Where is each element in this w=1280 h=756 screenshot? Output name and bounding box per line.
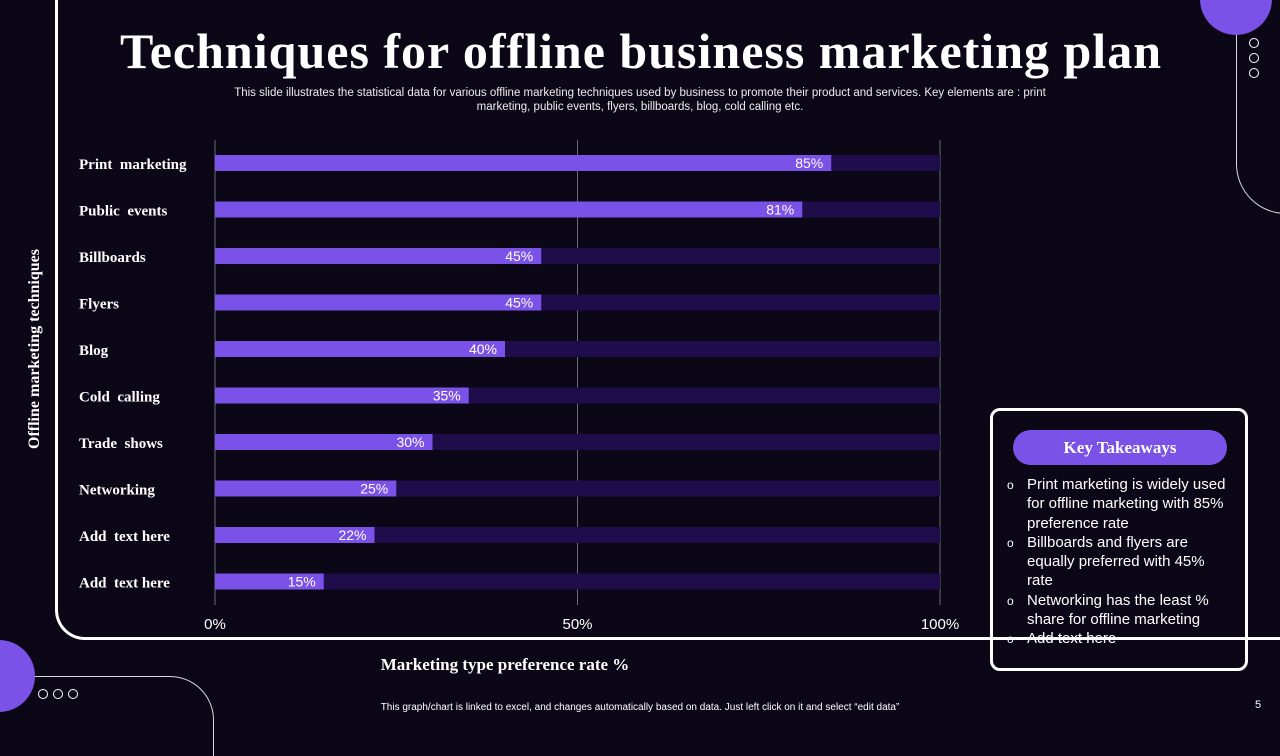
bullet-circle-icon: o (1007, 632, 1014, 647)
y-axis-label: Offline marketing techniques (26, 249, 43, 449)
category-label: Billboards (79, 250, 146, 266)
decorative-dots-horizontal (38, 689, 78, 701)
bar-data-label: 22% (338, 527, 366, 543)
category-label: Trade shows (79, 436, 163, 452)
takeaway-text: Print marketing is widely used for offli… (1027, 476, 1226, 532)
decorative-dots-vertical (1249, 38, 1261, 83)
takeaway-item: o Add text here (1007, 629, 1227, 648)
x-tick-label: 50% (562, 616, 592, 633)
bar (215, 434, 433, 450)
x-tick-label: 100% (921, 616, 959, 633)
category-label: Public events (79, 204, 167, 220)
bar-data-label: 45% (505, 248, 533, 264)
slide-frame-main (55, 0, 1280, 640)
bar-data-label: 85% (795, 155, 823, 171)
bar-chart[interactable]: 85% Print marketing 81% Public events 45% Bil… (0, 0, 1280, 720)
takeaway-item: o Billboards and flyers are equally prefe… (1007, 533, 1227, 591)
slide-subtitle: This slide illustrates the statistical d… (234, 87, 1046, 113)
bullet-circle-icon: o (1007, 593, 1014, 608)
bar (215, 573, 324, 590)
bar-data-label: 45% (505, 295, 533, 311)
bar-data-label: 25% (360, 481, 388, 497)
bar-track (215, 527, 940, 543)
footer-note: This graph/chart is linked to excel, and… (380, 702, 900, 713)
page-number: 5 (1255, 699, 1262, 711)
takeaway-text: Networking has the least % share for off… (1027, 591, 1209, 629)
bar (215, 201, 803, 218)
category-label: Add text here (79, 529, 170, 545)
slide-title: Techniques for offline business marketin… (119, 23, 1163, 79)
bar-data-label: 40% (469, 341, 497, 357)
x-tick-label: 0% (204, 616, 226, 633)
category-label: Blog (79, 343, 109, 359)
category-label: Networking (79, 483, 155, 499)
bar-data-label: 30% (396, 434, 424, 450)
bar (215, 387, 469, 404)
category-label: Print marketing (79, 157, 187, 173)
bullet-circle-icon: o (1007, 535, 1014, 550)
bar-track (215, 573, 940, 590)
bar (215, 248, 542, 264)
bar (215, 155, 832, 171)
category-label: Flyers (79, 297, 119, 313)
key-takeaways-panel: Key Takeaways o Print marketing is widely… (990, 408, 1248, 671)
bar (215, 341, 505, 357)
bar (215, 480, 397, 497)
category-label: Cold calling (79, 390, 160, 406)
bar-data-label: 35% (433, 388, 461, 404)
takeaway-item: o Print marketing is widely used for offl… (1007, 475, 1227, 533)
takeaway-text: Add text here (1027, 630, 1117, 648)
takeaway-item: o Networking has the least % share for of… (1007, 591, 1227, 630)
bar (215, 527, 375, 543)
bullet-circle-icon: o (1007, 478, 1014, 492)
bar-data-label: 81% (766, 202, 794, 218)
takeaway-text: Billboards and flyers are equally prefer… (1027, 533, 1205, 590)
key-takeaways-heading: Key Takeaways (1013, 430, 1227, 465)
bar (215, 294, 542, 311)
key-takeaways-list: o Print marketing is widely used for offl… (1007, 475, 1227, 649)
x-axis-label: Marketing type preference rate % (380, 655, 630, 674)
category-label: Add text here (79, 576, 170, 592)
slide-frame-bottom (0, 676, 214, 756)
bar-data-label: 15% (288, 574, 316, 590)
